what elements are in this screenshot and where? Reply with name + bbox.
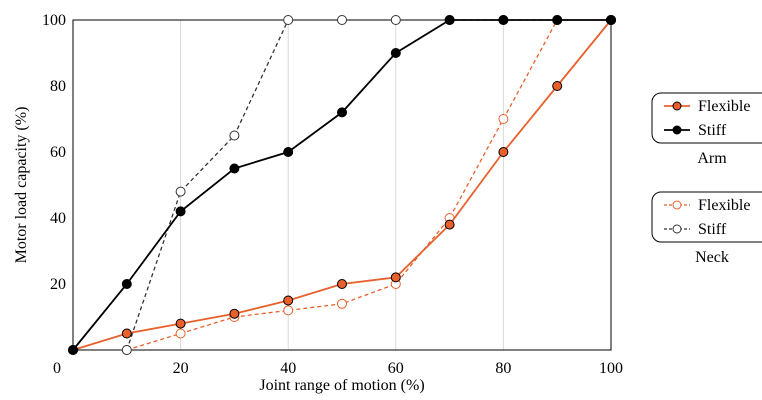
- data-point: [121, 328, 132, 339]
- grid: [180, 20, 504, 350]
- series-line: [126, 19, 611, 351]
- x-tick-label: 20: [173, 360, 189, 377]
- legend-swatch-marker: [672, 101, 682, 111]
- y-tick-label: 40: [50, 210, 66, 227]
- data-point: [283, 305, 294, 316]
- data-point: [337, 107, 347, 118]
- data-point: [68, 345, 78, 355]
- y-tick-label: 60: [50, 144, 66, 161]
- data-point: [552, 81, 563, 91]
- x-tick-label: 60: [388, 360, 404, 377]
- data-point: [606, 15, 616, 25]
- data-point: [337, 15, 347, 25]
- x-tick-labels: 0 20 40 60 80 100: [53, 360, 623, 377]
- data-point: [175, 206, 186, 217]
- x-tick-label: 80: [495, 360, 511, 377]
- legend-swatch-marker: [672, 125, 682, 135]
- data-point: [283, 147, 294, 157]
- data-point: [229, 308, 240, 319]
- x-tick-label: 0: [53, 360, 61, 377]
- x-tick-label: 40: [280, 360, 296, 377]
- legend-group-arm: Flexible Stiff Arm: [651, 92, 762, 167]
- legend-group-title: Arm: [697, 150, 727, 167]
- data-point: [229, 130, 240, 141]
- data-point: [283, 295, 294, 306]
- data-point: [390, 272, 401, 283]
- data-point: [175, 318, 186, 329]
- series-layer: [68, 15, 616, 355]
- x-axis-title: Joint range of motion (%): [259, 377, 424, 394]
- series-arm-stiff: [68, 15, 616, 355]
- legend-swatch-marker: [672, 224, 682, 234]
- data-point: [175, 328, 186, 339]
- legend-group-title: Neck: [695, 249, 729, 266]
- series-line: [126, 19, 611, 351]
- data-point: [390, 15, 401, 25]
- data-point: [390, 48, 401, 58]
- data-point: [121, 345, 132, 355]
- data-point: [175, 186, 186, 197]
- y-axis-title: Motor load capacity (%): [13, 107, 30, 264]
- legend: Flexible Stiff Arm Flexible Stiff Neck: [651, 92, 762, 266]
- y-tick-labels: 20 40 60 80 100: [42, 12, 66, 293]
- data-point: [337, 298, 347, 309]
- legend-swatch-marker: [672, 200, 682, 210]
- y-tick-label: 20: [50, 276, 66, 293]
- y-tick-label: 80: [50, 78, 66, 95]
- data-point: [498, 15, 509, 25]
- y-tick-label: 100: [42, 12, 66, 29]
- series-neck-flexible: [121, 15, 616, 355]
- data-point: [444, 15, 455, 25]
- data-point: [337, 279, 347, 289]
- legend-label: Stiff: [698, 122, 727, 139]
- series-neck-stiff: [121, 15, 616, 355]
- data-point: [444, 219, 455, 230]
- data-point: [552, 15, 563, 25]
- x-tick-label: 100: [599, 360, 623, 377]
- legend-group-neck: Flexible Stiff Neck: [651, 191, 762, 266]
- data-point: [498, 114, 509, 124]
- data-point: [121, 279, 132, 289]
- legend-label: Flexible: [698, 98, 750, 115]
- legend-label: Stiff: [698, 221, 727, 238]
- legend-label: Flexible: [698, 197, 750, 214]
- data-point: [498, 147, 509, 157]
- data-point: [283, 15, 294, 25]
- data-point: [229, 163, 240, 174]
